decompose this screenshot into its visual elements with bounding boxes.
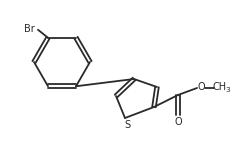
Text: O: O — [174, 117, 182, 127]
Text: 3: 3 — [226, 87, 230, 94]
Text: S: S — [124, 120, 130, 130]
Text: Br: Br — [24, 24, 34, 34]
Text: O: O — [197, 82, 205, 92]
Text: CH: CH — [213, 82, 227, 92]
